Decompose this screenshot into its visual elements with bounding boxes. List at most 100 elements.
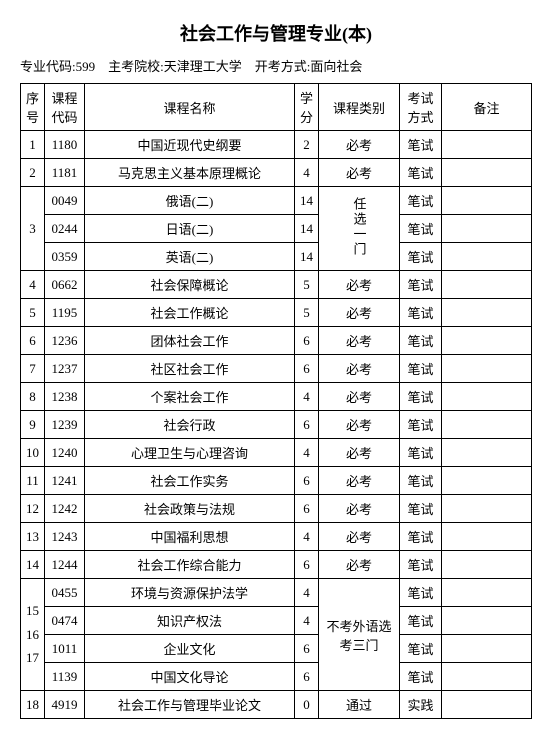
- cell-name: 社会行政: [85, 411, 295, 439]
- cell-note: [442, 663, 532, 691]
- cell-code: 1011: [45, 635, 85, 663]
- cell-method: 笔试: [400, 635, 442, 663]
- cell-name: 俄语(二): [85, 187, 295, 215]
- cell-code: 0244: [45, 215, 85, 243]
- header-name: 课程名称: [85, 84, 295, 131]
- cell-type: 必考: [319, 439, 400, 467]
- page-title: 社会工作与管理专业(本): [20, 20, 532, 46]
- table-row: 7 1237 社区社会工作 6 必考 笔试: [21, 355, 532, 383]
- cell-code: 1139: [45, 663, 85, 691]
- cell-method: 笔试: [400, 187, 442, 215]
- cell-method: 笔试: [400, 495, 442, 523]
- cell-name: 马克思主义基本原理概论: [85, 159, 295, 187]
- cell-credit: 0: [295, 691, 319, 719]
- cell-seq: 9: [21, 411, 45, 439]
- cell-name: 社会工作与管理毕业论文: [85, 691, 295, 719]
- cell-credit: 4: [295, 523, 319, 551]
- cell-credit: 6: [295, 411, 319, 439]
- table-row: 13 1243 中国福利思想 4 必考 笔试: [21, 523, 532, 551]
- cell-name: 个案社会工作: [85, 383, 295, 411]
- cell-code: 0455: [45, 579, 85, 607]
- cell-code: 1243: [45, 523, 85, 551]
- header-code: 课程代码: [45, 84, 85, 131]
- cell-type: 必考: [319, 495, 400, 523]
- cell-code: 1237: [45, 355, 85, 383]
- table-row: 5 1195 社会工作概论 5 必考 笔试: [21, 299, 532, 327]
- cell-type: 必考: [319, 411, 400, 439]
- cell-name: 社区社会工作: [85, 355, 295, 383]
- cell-method: 笔试: [400, 523, 442, 551]
- header-note: 备注: [442, 84, 532, 131]
- table-header-row: 序号 课程代码 课程名称 学分 课程类别 考试方式 备注: [21, 84, 532, 131]
- cell-seq: 11: [21, 467, 45, 495]
- cell-credit: 6: [295, 551, 319, 579]
- cell-note: [442, 243, 532, 271]
- cell-note: [442, 635, 532, 663]
- cell-type: 必考: [319, 299, 400, 327]
- table-row: 9 1239 社会行政 6 必考 笔试: [21, 411, 532, 439]
- cell-note: [442, 271, 532, 299]
- cell-code: 4919: [45, 691, 85, 719]
- table-row: 30049俄语(二)14任选一门笔试: [21, 187, 532, 215]
- cell-method: 笔试: [400, 271, 442, 299]
- cell-seq: 8: [21, 383, 45, 411]
- cell-name: 企业文化: [85, 635, 295, 663]
- cell-code: 1238: [45, 383, 85, 411]
- cell-credit: 6: [295, 663, 319, 691]
- cell-type: 必考: [319, 131, 400, 159]
- cell-name: 社会工作实务: [85, 467, 295, 495]
- cell-name: 心理卫生与心理咨询: [85, 439, 295, 467]
- cell-type: 必考: [319, 327, 400, 355]
- cell-seq: 15 16 17: [21, 579, 45, 691]
- table-row: 14 1244 社会工作综合能力 6 必考 笔试: [21, 551, 532, 579]
- cell-code: 1181: [45, 159, 85, 187]
- cell-code: 1195: [45, 299, 85, 327]
- cell-name: 日语(二): [85, 215, 295, 243]
- table-row: 15 16 170455环境与资源保护法学4不考外语选考三门笔试: [21, 579, 532, 607]
- cell-method: 笔试: [400, 467, 442, 495]
- cell-method: 笔试: [400, 579, 442, 607]
- cell-method: 笔试: [400, 355, 442, 383]
- cell-seq: 1: [21, 131, 45, 159]
- page-subtitle: 专业代码:599 主考院校:天津理工大学 开考方式:面向社会: [20, 56, 532, 75]
- cell-credit: 14: [295, 215, 319, 243]
- cell-code: 0662: [45, 271, 85, 299]
- cell-seq: 5: [21, 299, 45, 327]
- cell-name: 团体社会工作: [85, 327, 295, 355]
- table-row: 1139中国文化导论6笔试: [21, 663, 532, 691]
- cell-type: 必考: [319, 551, 400, 579]
- cell-note: [442, 607, 532, 635]
- table-row: 11 1241 社会工作实务 6 必考 笔试: [21, 467, 532, 495]
- cell-credit: 4: [295, 159, 319, 187]
- cell-code: 0474: [45, 607, 85, 635]
- cell-name: 英语(二): [85, 243, 295, 271]
- cell-credit: 6: [295, 635, 319, 663]
- cell-credit: 4: [295, 439, 319, 467]
- table-row: 0359英语(二)14笔试: [21, 243, 532, 271]
- cell-method: 笔试: [400, 159, 442, 187]
- cell-note: [442, 551, 532, 579]
- header-credit: 学分: [295, 84, 319, 131]
- table-row: 10 1240 心理卫生与心理咨询 4 必考 笔试: [21, 439, 532, 467]
- course-table: 序号 课程代码 课程名称 学分 课程类别 考试方式 备注 1 1180 中国近现…: [20, 83, 532, 719]
- cell-note: [442, 215, 532, 243]
- header-method: 考试方式: [400, 84, 442, 131]
- cell-code: 1241: [45, 467, 85, 495]
- cell-name: 社会政策与法规: [85, 495, 295, 523]
- table-row: 0474知识产权法4笔试: [21, 607, 532, 635]
- cell-credit: 4: [295, 579, 319, 607]
- table-row: 18 4919 社会工作与管理毕业论文 0 通过 实践: [21, 691, 532, 719]
- cell-seq: 12: [21, 495, 45, 523]
- cell-type: 任选一门: [319, 187, 400, 271]
- cell-credit: 6: [295, 355, 319, 383]
- cell-code: 1240: [45, 439, 85, 467]
- cell-method: 笔试: [400, 439, 442, 467]
- table-row: 6 1236 团体社会工作 6 必考 笔试: [21, 327, 532, 355]
- cell-note: [442, 495, 532, 523]
- cell-credit: 2: [295, 131, 319, 159]
- cell-note: [442, 159, 532, 187]
- cell-code: 1244: [45, 551, 85, 579]
- cell-method: 笔试: [400, 383, 442, 411]
- cell-credit: 6: [295, 495, 319, 523]
- cell-method: 笔试: [400, 607, 442, 635]
